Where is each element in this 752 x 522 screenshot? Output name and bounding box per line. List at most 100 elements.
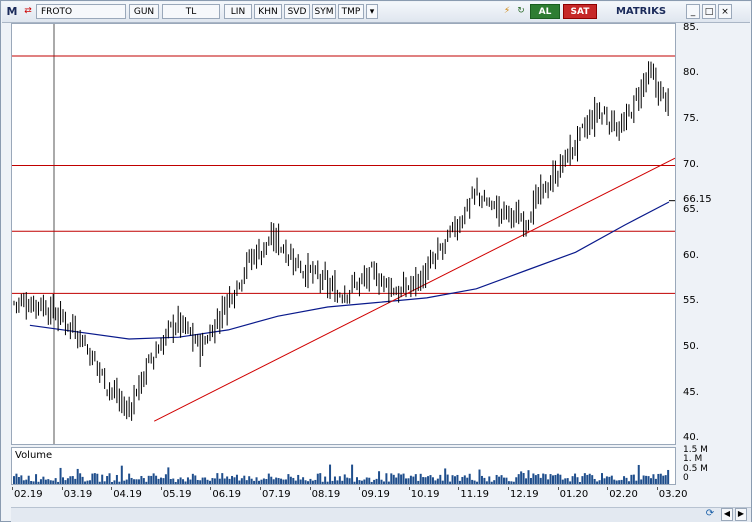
volume-bar-192 — [483, 477, 486, 484]
volume-bar-178 — [449, 481, 452, 484]
scale-button-svd[interactable]: SVD — [284, 4, 310, 19]
currency-button[interactable]: TL — [162, 4, 220, 19]
volume-bar-92 — [238, 480, 241, 484]
dropdown-arrow-icon[interactable]: ▾ — [366, 4, 378, 19]
volume-bar-11 — [39, 479, 42, 484]
volume-bar-163 — [412, 476, 415, 484]
volume-bar-144 — [365, 477, 368, 484]
volume-bar-221 — [554, 474, 557, 484]
volume-bar-161 — [407, 478, 410, 484]
volume-bar-68 — [179, 477, 182, 484]
x-tick-label: 11.19 — [460, 489, 490, 500]
volume-bar-75 — [196, 479, 199, 484]
volume-bar-181 — [456, 474, 459, 484]
volume-bar-16 — [52, 480, 55, 484]
volume-bar-228 — [571, 476, 574, 484]
volume-bar-52 — [140, 475, 143, 484]
volume-bar-38 — [106, 476, 109, 484]
scale-button-khn[interactable]: KHN — [254, 4, 282, 19]
volume-bar-174 — [439, 474, 442, 484]
volume-bar-13 — [44, 479, 47, 484]
volume-bar-63 — [167, 467, 170, 484]
minimize-icon[interactable]: _ — [686, 4, 700, 19]
volume-bar-177 — [446, 474, 449, 484]
volume-bar-149 — [378, 471, 381, 484]
volume-bar-265 — [662, 475, 665, 484]
horizontal-scrollbar[interactable]: ⟳ ◀ ▶ — [11, 507, 751, 522]
volume-bar-237 — [593, 478, 596, 484]
x-tick-mark — [458, 487, 460, 490]
period-button[interactable]: GUN — [129, 4, 159, 19]
close-icon[interactable]: × — [718, 4, 732, 19]
y-tick-label: 75. — [683, 112, 699, 124]
volume-bar-114 — [292, 477, 295, 484]
sell-button[interactable]: SAT — [563, 4, 597, 19]
volume-bar-108 — [277, 478, 280, 484]
volume-bar-12 — [42, 476, 45, 484]
volume-bar-244 — [610, 475, 613, 484]
volume-bar-184 — [463, 475, 466, 484]
volume-bar-89 — [231, 475, 234, 484]
volume-bar-41 — [113, 480, 116, 484]
volume-bar-80 — [209, 480, 211, 484]
scroll-right-icon[interactable]: ▶ — [735, 508, 747, 521]
volume-bar-28 — [81, 476, 84, 484]
volume-bar-166 — [419, 473, 422, 484]
volume-bar-33 — [93, 473, 96, 484]
volume-bar-32 — [91, 473, 94, 484]
volume-bar-197 — [495, 474, 498, 484]
symbol-field[interactable]: FROTO — [36, 4, 126, 19]
volume-bar-67 — [177, 479, 180, 484]
volume-bar-127 — [324, 476, 327, 484]
volume-bar-142 — [360, 480, 363, 484]
x-tick-label: 06.19 — [212, 489, 242, 500]
volume-bar-222 — [556, 473, 559, 484]
volume-panel[interactable]: Volume — [11, 447, 676, 485]
compare-icon[interactable]: ⇄ — [24, 6, 32, 16]
volume-bar-86 — [223, 478, 226, 484]
scale-button-tmp[interactable]: TMP — [338, 4, 364, 19]
volume-bar-215 — [539, 477, 542, 484]
volume-bar-210 — [527, 470, 530, 484]
volume-bar-105 — [270, 476, 273, 484]
volume-bar-7 — [30, 481, 33, 484]
scroll-left-icon[interactable]: ◀ — [721, 508, 733, 521]
volume-bar-205 — [515, 477, 518, 484]
volume-bar-3 — [20, 475, 23, 484]
volume-bar-83 — [216, 473, 219, 484]
refresh-icon[interactable]: ↻ — [517, 6, 525, 16]
trendline — [153, 157, 675, 422]
x-tick-label: 07.19 — [262, 489, 291, 500]
buy-button[interactable]: AL — [530, 4, 560, 19]
volume-bar-250 — [625, 477, 628, 484]
volume-bar-189 — [476, 481, 479, 484]
maximize-icon[interactable]: □ — [702, 4, 716, 19]
volume-bar-93 — [240, 478, 243, 484]
volume-bar-90 — [233, 477, 236, 484]
price-chart-area[interactable] — [11, 23, 676, 445]
volume-bar-36 — [101, 474, 104, 484]
y-tick-label: 55. — [683, 295, 699, 307]
lightning-icon[interactable]: ⚡ — [503, 6, 511, 16]
volume-bar-153 — [387, 481, 390, 484]
volume-bar-18 — [57, 481, 60, 484]
volume-bar-128 — [326, 481, 329, 484]
scale-button-sym[interactable]: SYM — [312, 4, 336, 19]
volume-bar-42 — [115, 474, 118, 484]
volume-bar-240 — [601, 473, 603, 484]
x-tick-mark — [508, 487, 509, 490]
volume-bar-247 — [618, 480, 621, 484]
volume-bar-147 — [373, 479, 376, 484]
volume-bar-71 — [186, 477, 189, 484]
volume-bar-62 — [164, 474, 167, 484]
volume-bar-107 — [275, 477, 278, 484]
sync-icon[interactable]: ⟳ — [705, 508, 715, 519]
volume-chart-svg — [13, 464, 670, 484]
volume-bar-103 — [265, 479, 268, 484]
volume-bar-6 — [27, 475, 30, 484]
volume-bar-97 — [250, 478, 253, 484]
volume-bar-115 — [294, 480, 297, 484]
scale-button-lin[interactable]: LIN — [224, 4, 252, 19]
volume-bar-44 — [120, 465, 123, 484]
volume-bar-72 — [189, 479, 192, 484]
